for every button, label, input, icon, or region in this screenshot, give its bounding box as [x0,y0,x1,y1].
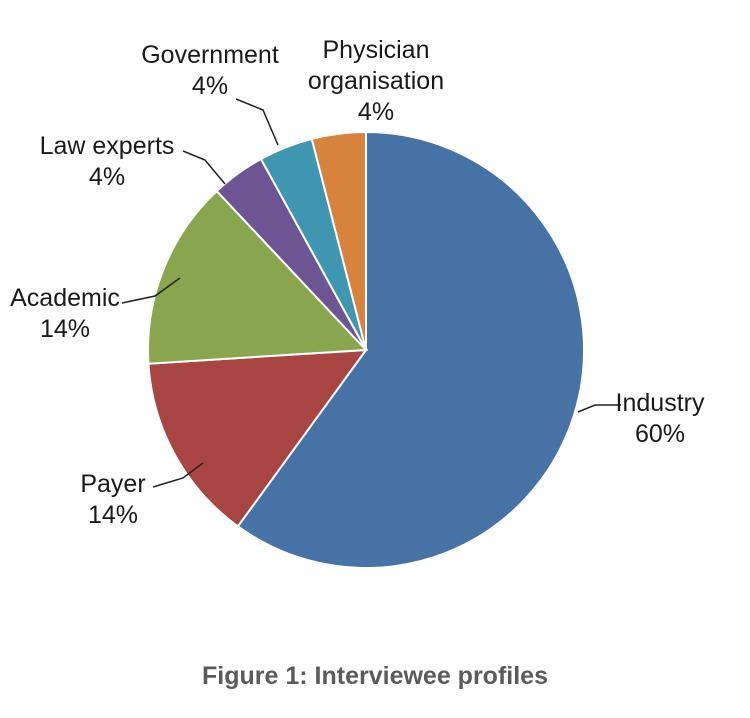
leader-line-government [235,98,279,146]
leader-line-law-experts [182,150,226,185]
pie-slice-academic [147,189,369,365]
pie-slice-payer [147,348,369,528]
slice-percent-law-experts: 4% [89,163,125,191]
leader-line-payer [152,462,204,488]
leader-lines [121,98,621,488]
slice-labels: Industry 60% Payer 14% Academic 14% Law expert… [10,36,705,529]
pie-slice-industry [236,130,585,569]
pie-slices [147,130,585,569]
slice-label-law-experts: Law experts [40,132,175,160]
slice-label-physician-organisation: organisation [308,67,444,95]
slice-percent-academic: 14% [40,315,90,343]
pie-slice-physician-organisation [310,130,367,351]
figure-caption: Figure 1: Interviewee profiles [202,662,548,690]
slice-percent-government: 4% [192,72,228,100]
slice-percent-physician-organisation: 4% [358,98,394,126]
slice-label-physician-organisation: Physician [323,36,430,64]
slice-label-payer: Payer [80,470,145,498]
slice-label-academic: Academic [10,284,120,312]
slice-percent-payer: 14% [88,501,138,529]
leader-line-industry [577,404,621,413]
pie-chart: Industry 60% Payer 14% Academic 14% Law expert… [10,36,705,569]
slice-label-industry: Industry [616,389,705,417]
slice-percent-industry: 60% [635,420,685,448]
slice-label-government: Government [141,41,279,69]
leader-line-academic [121,277,181,304]
